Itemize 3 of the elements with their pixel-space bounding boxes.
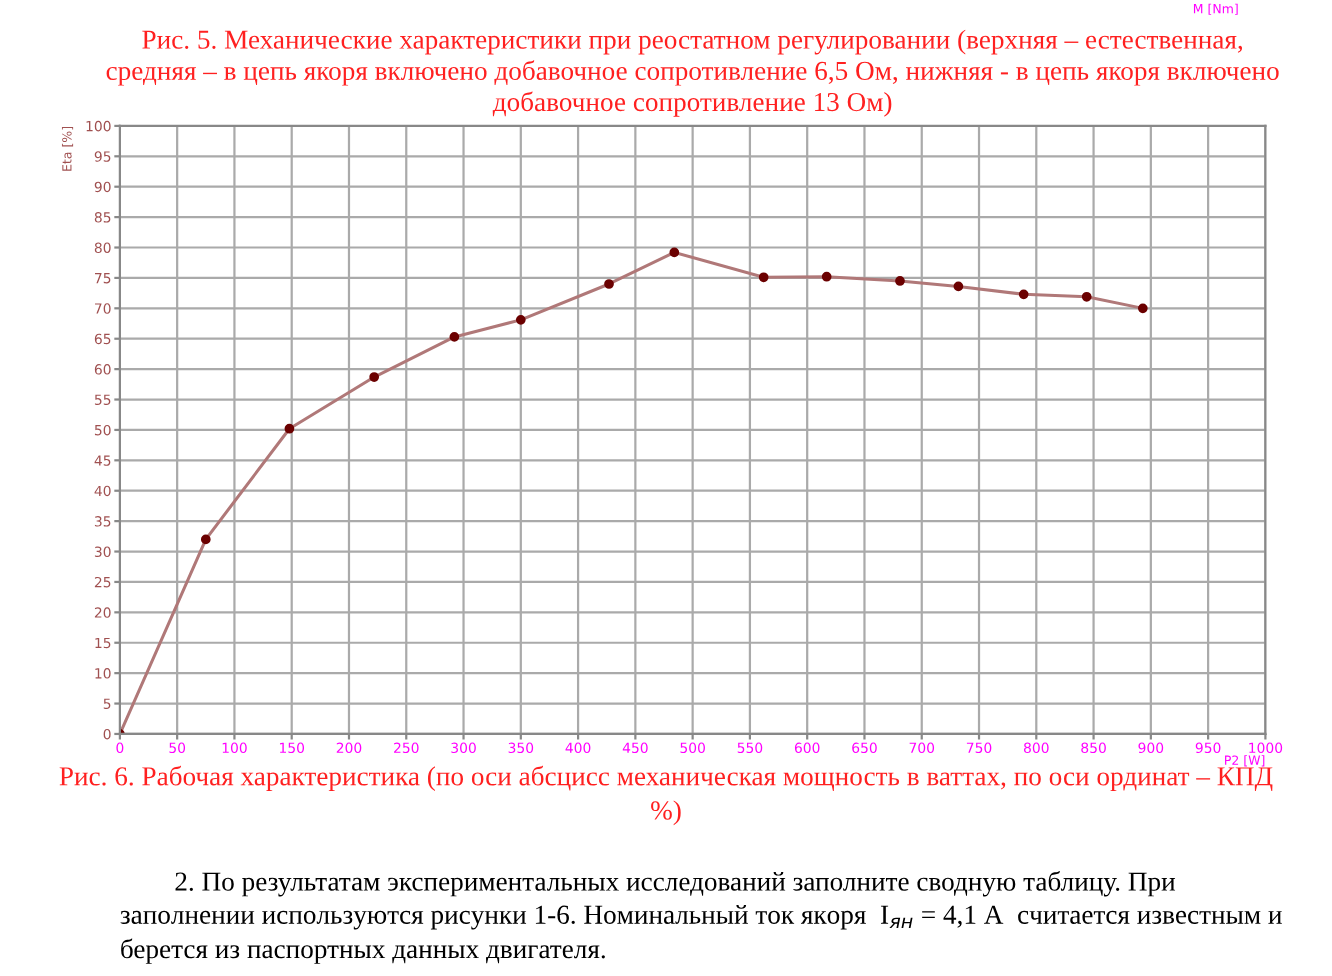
text: Рис. 6. Рабочая характеристика (по оси абсцисс механическая мощность в ваттах, по оси ординат – КПД %) (59, 765, 1273, 826)
text: 2. По результатам экспериментальных исследований заполните сводную таблицу. При заполнении используются рисунки 1-6. Номинальный ток якоря I$_{ян}$ = 4,1 А считается известным и берется из паспортных данных двигателя. (120, 871, 1282, 964)
text: Рис. 5. Механические характеристики при реостатном регулировании (верхняя – естественная, средняя – в цепь якоря включено добавочное сопротивление 6,5 Ом, нижняя - в цепь якоря включено добавочное сопротивление 13 Ом) (106, 29, 1279, 117)
